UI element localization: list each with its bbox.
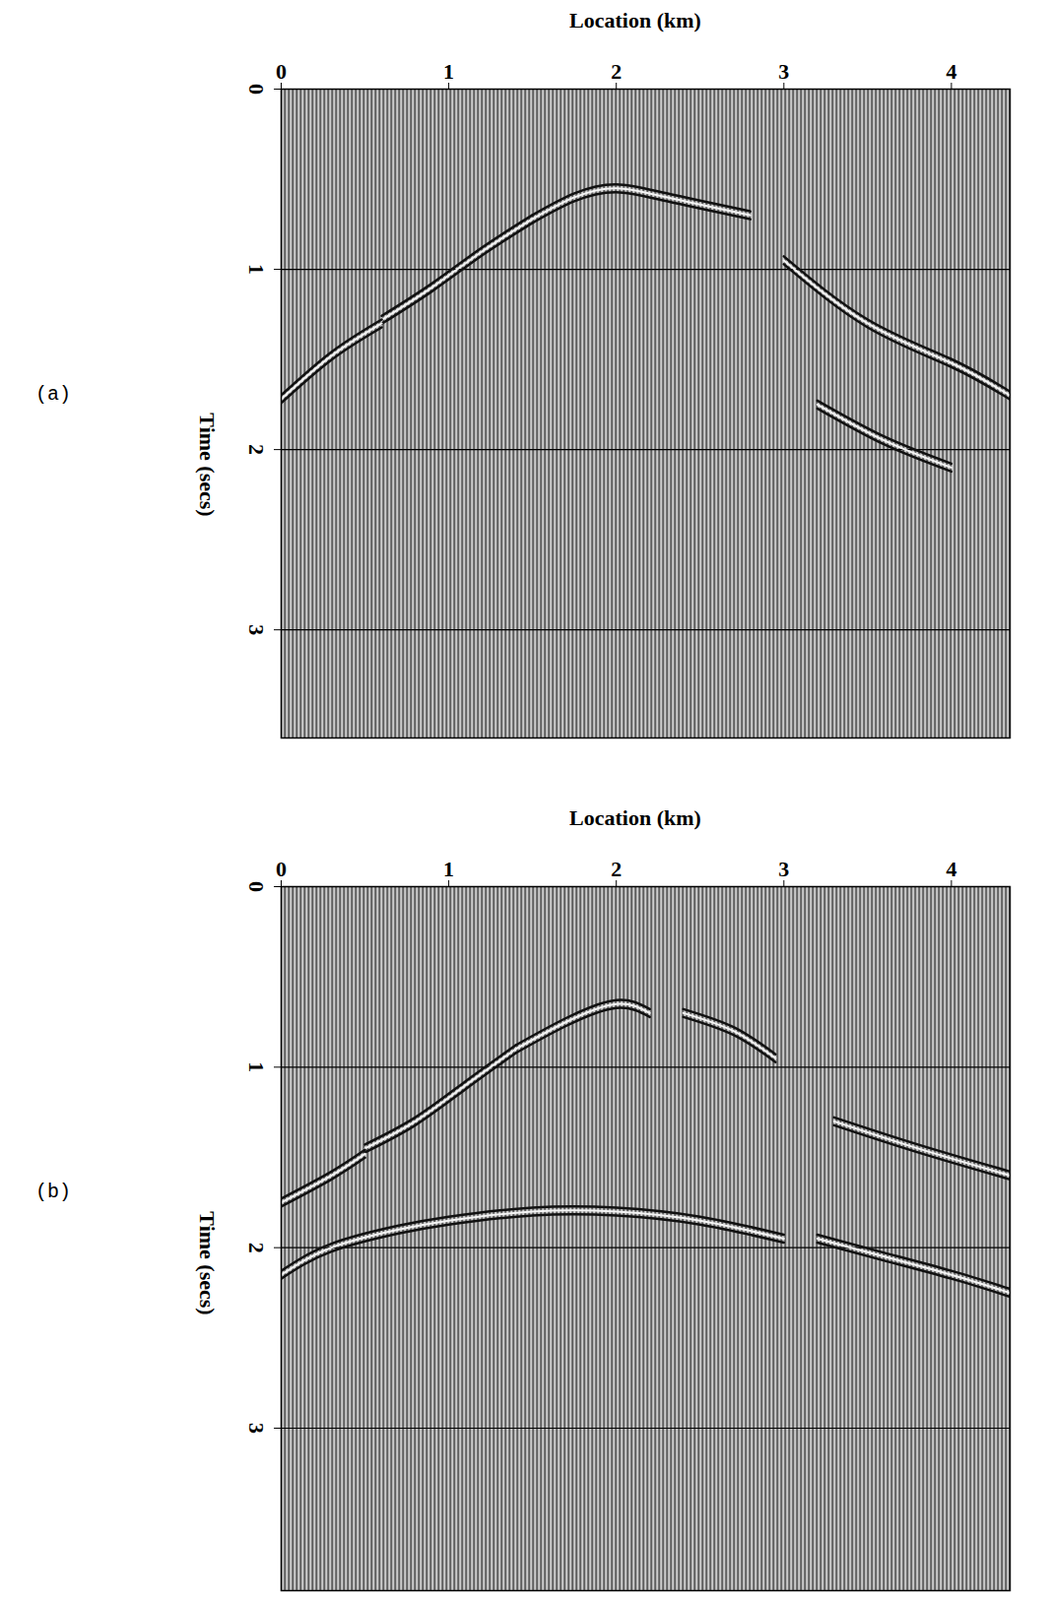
svg-text:2: 2 xyxy=(610,59,622,84)
svg-text:0: 0 xyxy=(244,881,269,893)
svg-text:4: 4 xyxy=(945,59,957,84)
svg-text:0: 0 xyxy=(275,59,287,84)
svg-text:1: 1 xyxy=(443,59,455,84)
svg-text:4: 4 xyxy=(945,856,957,882)
html-text:Location (km): Location (km) xyxy=(569,805,702,831)
svg-text:1: 1 xyxy=(443,856,455,882)
svg-text:3: 3 xyxy=(244,1423,269,1435)
html-text:(a): (a) xyxy=(35,382,71,405)
svg-text:3: 3 xyxy=(778,856,789,882)
svg-text:1: 1 xyxy=(244,263,269,275)
svg-text:2: 2 xyxy=(610,856,622,882)
svg-text:2: 2 xyxy=(244,1242,269,1254)
svg-text:0: 0 xyxy=(275,856,287,882)
svg-text:3: 3 xyxy=(244,624,269,636)
html-text:(b): (b) xyxy=(35,1180,71,1204)
svg-text:2: 2 xyxy=(244,444,269,456)
html-text:Location (km): Location (km) xyxy=(569,7,702,33)
svg-text:3: 3 xyxy=(778,59,789,84)
html-text:Time (secs): Time (secs) xyxy=(195,1211,220,1316)
svg-text:1: 1 xyxy=(244,1061,269,1073)
html-text:Time (secs): Time (secs) xyxy=(195,413,220,517)
svg-text:0: 0 xyxy=(244,83,269,95)
